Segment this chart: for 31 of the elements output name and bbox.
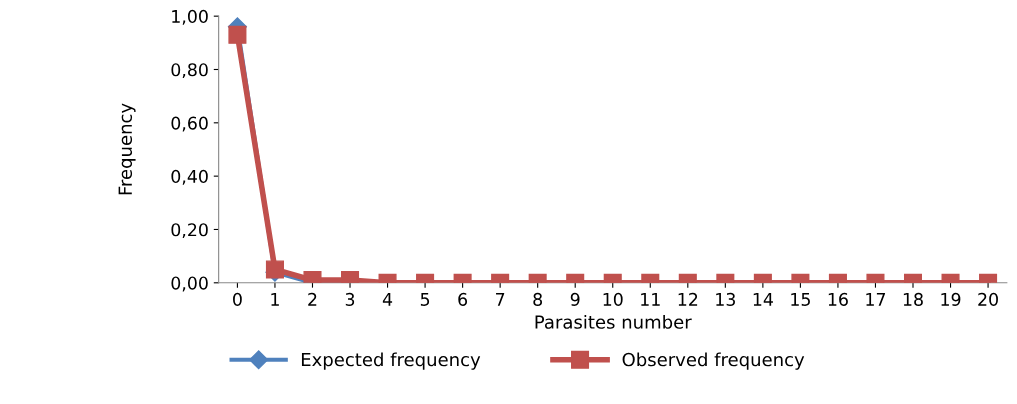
x-tick-label: 4 (382, 293, 393, 306)
x-tick-label: 3 (345, 292, 355, 306)
y-tick-label: 0,60 (171, 116, 208, 132)
x-tick-label: 19 (941, 292, 961, 306)
x-tick-label: 11 (641, 293, 660, 306)
x-tick-label: 20 (978, 292, 998, 306)
x-tick-label: 5 (420, 293, 430, 306)
y-tick-label: 0,40 (171, 169, 208, 185)
x-tick-label: 6 (458, 292, 468, 306)
x-tick-label: 17 (866, 293, 886, 306)
y-tick-label: 0,80 (171, 63, 208, 79)
x-tick-label: 16 (828, 292, 848, 306)
y-tick-label: 1,00 (172, 9, 208, 25)
x-tick-label: 9 (570, 292, 580, 306)
x-tick-label: 0 (233, 292, 242, 306)
x-axis-title: Parasites number (535, 314, 692, 329)
x-tick-label: 12 (678, 292, 698, 306)
legend-label: Observed frequency (622, 352, 805, 370)
x-tick-label: 7 (496, 293, 505, 306)
x-tick-label: 15 (791, 293, 810, 306)
x-tick-label: 18 (903, 292, 923, 306)
y-axis-title: Frequency (118, 103, 136, 195)
x-tick-label: 14 (753, 293, 773, 306)
x-tick-label: 8 (533, 292, 543, 306)
y-tick-label: 0,20 (171, 223, 208, 239)
x-tick-label: 2 (308, 292, 317, 306)
x-tick-label: 1 (271, 293, 279, 306)
legend-label: Expected frequency (301, 352, 481, 370)
x-tick-label: 10 (603, 292, 623, 306)
x-tick-label: 13 (716, 292, 735, 306)
y-tick-label: 0,00 (171, 276, 208, 292)
